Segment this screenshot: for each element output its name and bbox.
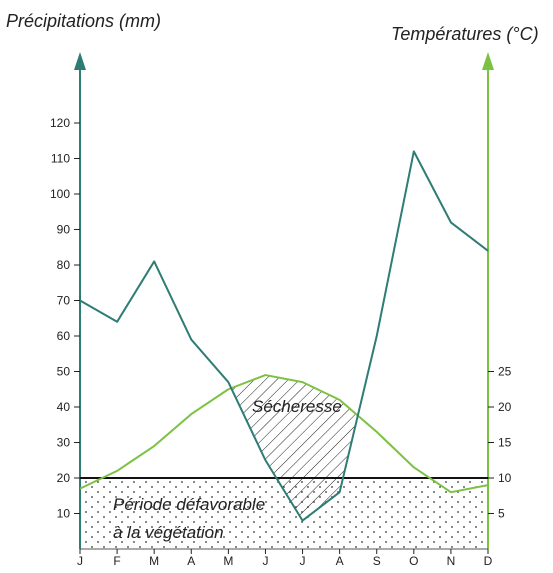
- precipitation-tick-label: 100: [50, 187, 70, 201]
- precipitation-tick-label: 50: [57, 365, 71, 379]
- left-axis-title: Précipitations (mm): [6, 11, 161, 31]
- drought-area: [231, 375, 358, 521]
- precipitation-tick-label: 120: [50, 116, 70, 130]
- right-axis-title: Températures (°C): [391, 24, 539, 44]
- temperature-axis-arrow: [482, 52, 494, 70]
- month-label: J: [262, 554, 268, 568]
- month-label: N: [447, 554, 456, 568]
- precipitation-tick-label: 70: [57, 294, 71, 308]
- precipitation-tick-label: 110: [51, 152, 70, 166]
- month-label: D: [484, 554, 493, 568]
- precipitation-tick-label: 60: [57, 329, 71, 343]
- drought-label: Sécheresse: [252, 397, 342, 416]
- unfavorable-period-label-line2: à la végétation: [113, 523, 224, 542]
- month-label: O: [409, 554, 418, 568]
- precipitation-tick-label: 20: [57, 471, 71, 485]
- precipitation-axis-arrow: [74, 52, 86, 70]
- precipitation-line: [79, 150, 489, 522]
- month-label: A: [187, 554, 195, 568]
- month-label: M: [149, 554, 159, 568]
- temperature-tick-label: 10: [498, 471, 512, 485]
- month-label: A: [336, 554, 344, 568]
- temperature-tick-label: 25: [498, 365, 512, 379]
- month-label: J: [300, 554, 306, 568]
- temperature-line: [79, 374, 489, 494]
- month-label: M: [223, 554, 233, 568]
- precipitation-tick-label: 90: [57, 223, 71, 237]
- precipitation-tick-label: 10: [57, 507, 71, 521]
- month-label: J: [77, 554, 83, 568]
- precipitation-tick-label: 30: [57, 436, 71, 450]
- temperature-tick-label: 20: [498, 400, 512, 414]
- temperature-tick-label: 15: [498, 436, 512, 450]
- precipitation-tick-label: 80: [57, 258, 71, 272]
- unfavorable-period-label-line1: Période défavorable: [113, 495, 265, 514]
- month-label: S: [373, 554, 381, 568]
- temperature-tick-label: 5: [498, 507, 505, 521]
- precipitation-tick-label: 40: [57, 400, 71, 414]
- month-label: F: [113, 554, 120, 568]
